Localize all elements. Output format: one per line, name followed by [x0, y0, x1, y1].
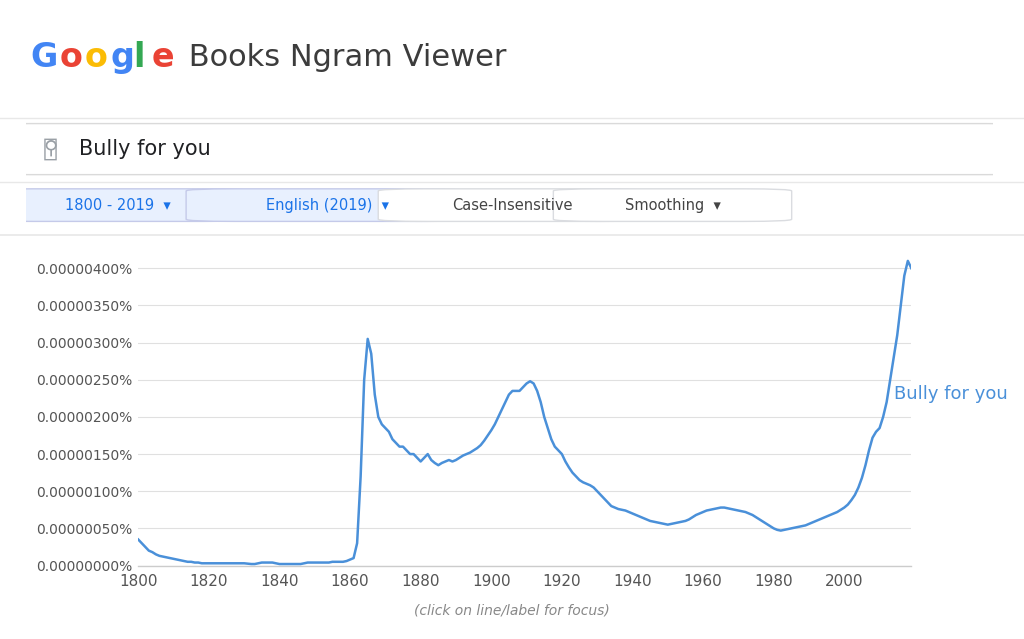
FancyBboxPatch shape — [186, 189, 468, 222]
FancyBboxPatch shape — [378, 189, 646, 222]
Text: e: e — [152, 41, 174, 74]
Text: Smoothing  ▾: Smoothing ▾ — [625, 197, 721, 213]
Text: g: g — [111, 41, 134, 74]
FancyBboxPatch shape — [0, 189, 252, 222]
Text: Books Ngram Viewer: Books Ngram Viewer — [179, 43, 507, 72]
FancyBboxPatch shape — [1, 123, 1016, 174]
Text: Case-Insensitive: Case-Insensitive — [452, 197, 572, 213]
FancyBboxPatch shape — [553, 189, 792, 222]
Text: 1800 - 2019  ▾: 1800 - 2019 ▾ — [66, 197, 171, 213]
Text: ⌕: ⌕ — [43, 137, 58, 160]
Text: G: G — [31, 41, 58, 74]
Text: Bully for you: Bully for you — [894, 385, 1008, 403]
Text: (click on line/label for focus): (click on line/label for focus) — [414, 603, 610, 617]
Text: Bully for you: Bully for you — [79, 139, 211, 158]
Text: o: o — [59, 41, 82, 74]
Text: ⚲: ⚲ — [43, 139, 57, 158]
Text: English (2019)  ▾: English (2019) ▾ — [265, 197, 389, 213]
Text: o: o — [85, 41, 108, 74]
Text: l: l — [133, 41, 144, 74]
